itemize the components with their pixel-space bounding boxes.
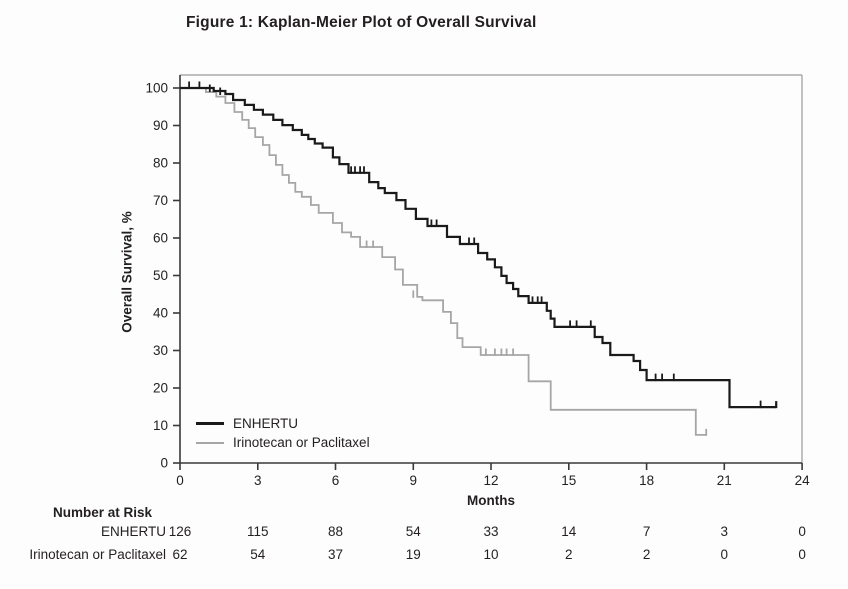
risk-count: 10 xyxy=(483,547,499,562)
x-tick-label: 21 xyxy=(717,473,732,488)
x-tick-label: 6 xyxy=(332,473,340,488)
x-tick-label: 0 xyxy=(176,473,184,488)
legend-item-enhertu: ENHERTU xyxy=(196,414,370,433)
risk-count: 2 xyxy=(565,547,573,562)
y-tick-label: 60 xyxy=(153,231,168,246)
figure-title: Figure 1: Kaplan-Meier Plot of Overall S… xyxy=(186,14,537,31)
legend-label-irinotecan-paclitaxel: Irinotecan or Paclitaxel xyxy=(233,435,370,450)
survival-curve-irinotecan-paclitaxel xyxy=(180,87,707,436)
y-tick-label: 0 xyxy=(160,456,168,471)
risk-count: 19 xyxy=(405,547,421,562)
risk-count: 0 xyxy=(798,547,806,562)
x-tick-label: 15 xyxy=(561,473,576,488)
risk-count: 3 xyxy=(720,524,729,539)
risk-row-label-enhertu: ENHERTU xyxy=(100,524,166,539)
enhertu-line-swatch xyxy=(196,422,224,425)
y-tick-label: 90 xyxy=(153,118,168,133)
irinotecan-paclitaxel-line-swatch xyxy=(196,441,224,444)
y-tick-label: 70 xyxy=(153,193,168,208)
risk-count: 0 xyxy=(798,524,806,539)
risk-count: 2 xyxy=(642,547,651,562)
x-tick-label: 18 xyxy=(639,473,654,488)
x-tick-label: 24 xyxy=(795,473,811,488)
x-axis-title: Months xyxy=(467,493,515,508)
risk-row-label-irinotecan-paclitaxel: Irinotecan or Paclitaxel xyxy=(29,547,166,562)
y-tick-label: 30 xyxy=(153,343,168,358)
legend-item-irinotecan-paclitaxel: Irinotecan or Paclitaxel xyxy=(196,433,370,452)
y-tick-label: 100 xyxy=(145,81,168,96)
risk-count: 14 xyxy=(561,524,577,539)
y-tick-label: 10 xyxy=(153,418,168,433)
survival-curve-enhertu xyxy=(180,86,777,409)
risk-count: 54 xyxy=(405,524,421,539)
risk-count: 115 xyxy=(247,524,269,539)
risk-count: 37 xyxy=(327,547,344,562)
y-tick-label: 40 xyxy=(153,306,168,321)
risk-count: 126 xyxy=(168,524,192,539)
y-tick-label: 20 xyxy=(153,381,168,396)
x-tick-label: 12 xyxy=(483,473,498,488)
risk-row-enhertu: ENHERTU 126 115 88 54 33 14 7 3 0 xyxy=(0,524,848,541)
number-at-risk-header: Number at Risk xyxy=(53,505,153,520)
y-tick-label: 80 xyxy=(153,156,168,171)
risk-count: 33 xyxy=(483,524,499,539)
legend: ENHERTU Irinotecan or Paclitaxel xyxy=(196,414,370,452)
y-tick-label: 50 xyxy=(153,268,168,283)
x-tick-label: 9 xyxy=(410,473,418,488)
risk-count: 88 xyxy=(327,524,344,539)
risk-count: 62 xyxy=(172,547,188,562)
y-axis-title: Overall Survival, % xyxy=(119,211,135,333)
risk-count: 0 xyxy=(720,547,729,562)
legend-label-enhertu: ENHERTU xyxy=(233,416,299,431)
risk-row-irinotecan-paclitaxel: Irinotecan or Paclitaxel 62 54 37 19 10 2 2 0 0 xyxy=(0,547,848,564)
x-tick-label: 3 xyxy=(254,473,262,488)
risk-count: 54 xyxy=(250,547,266,562)
risk-count: 7 xyxy=(642,524,651,539)
